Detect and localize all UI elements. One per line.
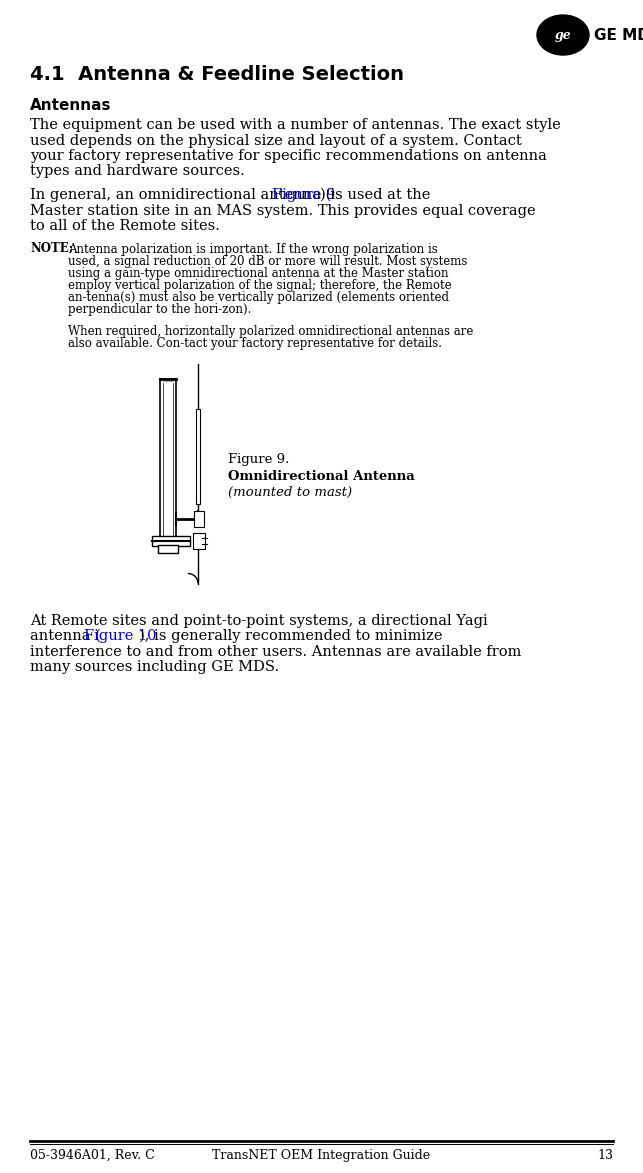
Text: The equipment can be used with a number of antennas. The exact style: The equipment can be used with a number …: [30, 118, 561, 133]
Text: many sources including GE MDS.: many sources including GE MDS.: [30, 660, 279, 674]
Text: antenna (: antenna (: [30, 629, 101, 643]
Text: perpendicular to the hori-zon).: perpendicular to the hori-zon).: [68, 303, 251, 316]
Text: Antennas: Antennas: [30, 99, 111, 113]
Text: Antenna polarization is important. If the wrong polarization is: Antenna polarization is important. If th…: [68, 243, 438, 256]
Text: GE MDS: GE MDS: [594, 27, 643, 42]
Text: ), is generally recommended to minimize: ), is generally recommended to minimize: [139, 629, 442, 644]
Text: used, a signal reduction of 20 dB or more will result. Most systems: used, a signal reduction of 20 dB or mor…: [68, 255, 467, 267]
Text: using a gain-type omnidirectional antenna at the Master station: using a gain-type omnidirectional antenn…: [68, 266, 449, 279]
Bar: [196, 408, 200, 503]
Text: ) is used at the: ) is used at the: [320, 188, 431, 202]
Text: When required, horizontally polarized omnidirectional antennas are: When required, horizontally polarized om…: [68, 325, 473, 338]
Text: Master station site in an MAS system. This provides equal coverage: Master station site in an MAS system. Th…: [30, 203, 536, 217]
Text: At Remote sites and point-to-point systems, a directional Yagi: At Remote sites and point-to-point syste…: [30, 613, 488, 628]
Bar: [152, 536, 190, 545]
Text: Omnidirectional Antenna: Omnidirectional Antenna: [228, 469, 415, 482]
Text: Figure 9.: Figure 9.: [228, 454, 289, 467]
Text: NOTE:: NOTE:: [30, 243, 73, 256]
Text: an-tenna(s) must also be vertically polarized (elements oriented: an-tenna(s) must also be vertically pola…: [68, 291, 449, 304]
Bar: [160, 379, 176, 549]
Text: Figure 10: Figure 10: [84, 629, 157, 643]
Text: (mounted to mast): (mounted to mast): [228, 486, 352, 499]
Text: 13: 13: [597, 1150, 613, 1162]
Text: also available. Con-tact your factory representative for details.: also available. Con-tact your factory re…: [68, 337, 442, 350]
Text: used depends on the physical size and layout of a system. Contact: used depends on the physical size and la…: [30, 134, 521, 148]
Text: TransNET OEM Integration Guide: TransNET OEM Integration Guide: [212, 1150, 431, 1162]
Text: In general, an omnidirectional antenna (: In general, an omnidirectional antenna (: [30, 188, 331, 203]
Bar: [193, 533, 205, 549]
Text: Figure 9: Figure 9: [272, 188, 335, 202]
Text: your factory representative for specific recommendations on antenna: your factory representative for specific…: [30, 149, 547, 163]
Bar: [158, 544, 178, 552]
Text: 4.1  Antenna & Feedline Selection: 4.1 Antenna & Feedline Selection: [30, 65, 404, 84]
Text: types and hardware sources.: types and hardware sources.: [30, 164, 245, 178]
Bar: [194, 510, 204, 527]
Text: 05-3946A01, Rev. C: 05-3946A01, Rev. C: [30, 1150, 155, 1162]
Text: interference to and from other users. Antennas are available from: interference to and from other users. An…: [30, 644, 521, 658]
Ellipse shape: [537, 15, 589, 55]
Text: employ vertical polarization of the signal; therefore, the Remote: employ vertical polarization of the sign…: [68, 278, 451, 292]
Text: to all of the Remote sites.: to all of the Remote sites.: [30, 219, 220, 233]
Text: ge: ge: [555, 29, 572, 42]
